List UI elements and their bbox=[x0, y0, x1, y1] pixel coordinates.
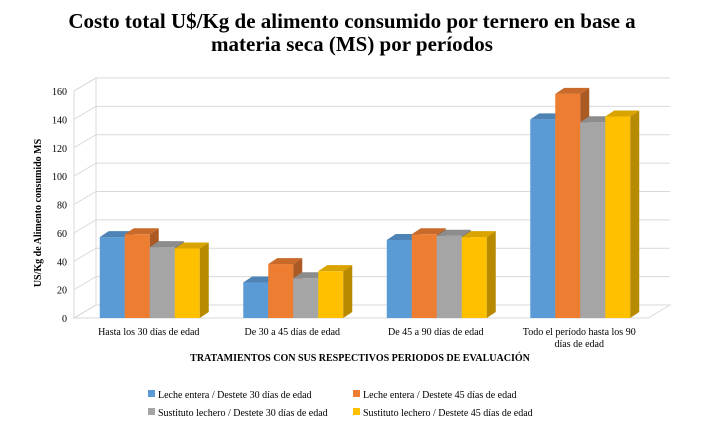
gridlines bbox=[73, 77, 670, 319]
chart-title: Costo total U$/Kg de alimento consumido … bbox=[68, 9, 636, 56]
bar-front bbox=[555, 93, 581, 319]
category-label: De 30 a 45 días de edad bbox=[244, 327, 340, 338]
x-axis-label: TRATAMIENTOS CON SUS RESPECTIVOS PERIODO… bbox=[190, 352, 530, 364]
bar bbox=[461, 231, 496, 318]
gridline bbox=[73, 191, 670, 205]
bar-top bbox=[605, 110, 640, 117]
bar-front bbox=[293, 278, 319, 318]
bar-side bbox=[199, 242, 209, 318]
legend-label: Leche entera / Destete 30 días de edad bbox=[158, 390, 312, 401]
y-tick-label: 0 bbox=[62, 314, 67, 325]
y-tick-label: 100 bbox=[52, 172, 67, 183]
gridline bbox=[73, 134, 670, 149]
gridline bbox=[73, 77, 670, 92]
bar-front bbox=[530, 119, 556, 318]
y-tick-label: 120 bbox=[52, 144, 67, 155]
bar-top bbox=[149, 241, 184, 248]
bar-front bbox=[99, 237, 125, 318]
bar-front bbox=[436, 235, 462, 318]
bar-front bbox=[124, 234, 150, 318]
legend-swatch bbox=[353, 390, 360, 397]
category-label: De 45 a 90 días de edad bbox=[388, 327, 484, 338]
y-tick-label: 40 bbox=[57, 257, 67, 268]
bar-side bbox=[630, 110, 640, 318]
bar-top bbox=[124, 228, 159, 235]
bar-top bbox=[436, 229, 471, 236]
gridline bbox=[73, 162, 670, 177]
legend-swatch bbox=[353, 408, 360, 415]
bar-side bbox=[486, 231, 496, 318]
chart-title-line: Costo total U$/Kg de alimento consumido … bbox=[68, 9, 636, 33]
bar-side bbox=[343, 265, 353, 318]
y-tick-label: 60 bbox=[57, 229, 67, 240]
legend-label: Leche entera / Destete 45 días de edad bbox=[363, 390, 517, 401]
bar-front bbox=[411, 234, 437, 318]
bar-front bbox=[605, 116, 631, 318]
category-label: días de edad bbox=[555, 339, 604, 350]
y-tick-label: 20 bbox=[57, 286, 67, 297]
bar-front bbox=[318, 271, 344, 318]
y-axis-label: US/Kg de Alimento consumido MS bbox=[33, 138, 44, 287]
bar-front bbox=[461, 237, 487, 318]
y-tick-label: 160 bbox=[52, 87, 67, 98]
y-axis-ticks: 0 20 40 60 80 100 120 140 160 bbox=[52, 87, 67, 325]
category-label: Todo el período hasta los 90 bbox=[523, 327, 636, 338]
bar bbox=[318, 265, 353, 318]
legend-label: Sustituto lechero / Destete 45 días de e… bbox=[363, 408, 533, 419]
gridline bbox=[73, 219, 670, 234]
bar-top bbox=[555, 87, 590, 94]
legend-label: Sustituto lechero / Destete 30 días de e… bbox=[158, 408, 328, 419]
bars bbox=[99, 87, 640, 319]
bar-top bbox=[268, 258, 303, 265]
legend-swatch bbox=[148, 408, 155, 415]
bar-top bbox=[174, 242, 209, 249]
bar-front bbox=[268, 264, 294, 318]
x-axis-categories: Hasta los 30 días de edad De 30 a 45 días… bbox=[98, 327, 636, 350]
y-tick-label: 80 bbox=[57, 201, 67, 212]
bar-front bbox=[243, 282, 269, 318]
bar-top bbox=[461, 231, 496, 238]
bar-top bbox=[411, 228, 446, 235]
bar bbox=[174, 242, 209, 318]
bar-top bbox=[318, 265, 353, 272]
bar-front bbox=[386, 239, 412, 318]
gridline bbox=[73, 105, 670, 120]
bar-front bbox=[580, 122, 606, 319]
category-label: Hasta los 30 días de edad bbox=[98, 327, 199, 338]
bar bbox=[605, 110, 640, 318]
chart-title-line: materia seca (MS) por períodos bbox=[211, 32, 493, 56]
y-tick-label: 140 bbox=[52, 115, 67, 126]
legend: Leche entera / Destete 30 días de edad Le… bbox=[148, 390, 533, 419]
bar-front bbox=[174, 248, 200, 318]
legend-swatch bbox=[148, 390, 155, 397]
bar-front bbox=[149, 247, 175, 318]
